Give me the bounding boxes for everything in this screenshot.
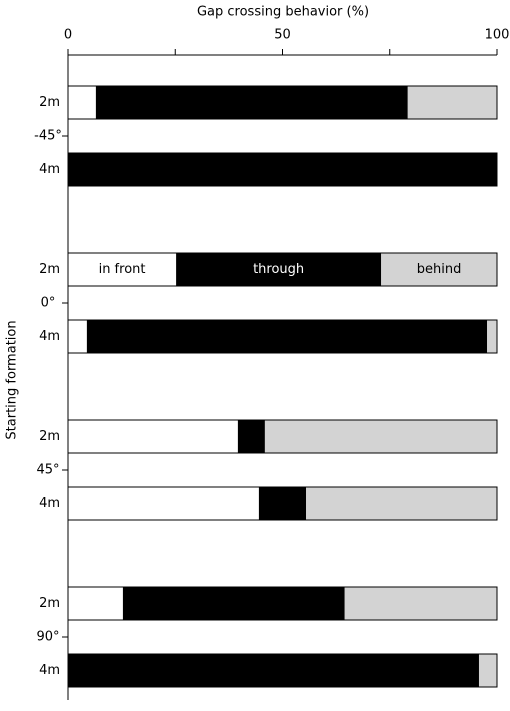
bar-outline: [67, 419, 498, 454]
group-label: 90°: [36, 630, 59, 645]
bar-segment: [68, 153, 497, 186]
x-tick-label: 50: [274, 28, 291, 43]
bar-segment: [122, 587, 345, 620]
bar-segment: [68, 320, 87, 353]
group-label: 0°: [41, 296, 56, 311]
y-tick-label: 4m: [39, 496, 60, 511]
chart-title: Gap crossing behavior (%): [197, 5, 369, 20]
segment-label: through: [253, 262, 304, 277]
x-tick-label: 100: [485, 28, 510, 43]
y-tick-label: 2m: [39, 262, 60, 277]
y-axis-label: Starting formation: [5, 320, 20, 439]
group-label: -45°: [34, 129, 62, 144]
bar-segment: [68, 86, 96, 119]
bar-outline: [67, 586, 498, 621]
bar-segment: [176, 253, 382, 286]
bar-segment: [407, 86, 497, 119]
bar-segment: [86, 320, 488, 353]
bar-segment: [68, 487, 259, 520]
group-label: 45°: [36, 463, 59, 478]
bar-outline: [67, 653, 498, 688]
segment-label: behind: [417, 262, 462, 277]
bar-outline: [67, 85, 498, 120]
bar-outline: [67, 252, 498, 287]
y-tick-label: 4m: [39, 162, 60, 177]
y-tick-label: 2m: [39, 596, 60, 611]
bar-outline: [67, 319, 498, 354]
bar-segment: [95, 86, 408, 119]
bar-segment: [68, 420, 238, 453]
bar-segment: [68, 253, 177, 286]
bar-outline: [67, 152, 498, 187]
bar-segment: [68, 654, 479, 687]
bar-segment: [68, 587, 123, 620]
bar-segment: [264, 420, 497, 453]
y-tick-label: 2m: [39, 95, 60, 110]
segment-label: in front: [99, 262, 146, 277]
y-tick-label: 4m: [39, 663, 60, 678]
bar-segment: [237, 420, 265, 453]
y-tick-label: 4m: [39, 329, 60, 344]
x-tick-label: 0: [64, 28, 72, 43]
bar-segment: [478, 654, 497, 687]
bar-segment: [306, 487, 497, 520]
bar-outline: [67, 486, 498, 521]
y-tick-label: 2m: [39, 429, 60, 444]
bar-segment: [258, 487, 307, 520]
bar-segment: [381, 253, 497, 286]
bar-segment: [487, 320, 497, 353]
bar-segment: [344, 587, 497, 620]
